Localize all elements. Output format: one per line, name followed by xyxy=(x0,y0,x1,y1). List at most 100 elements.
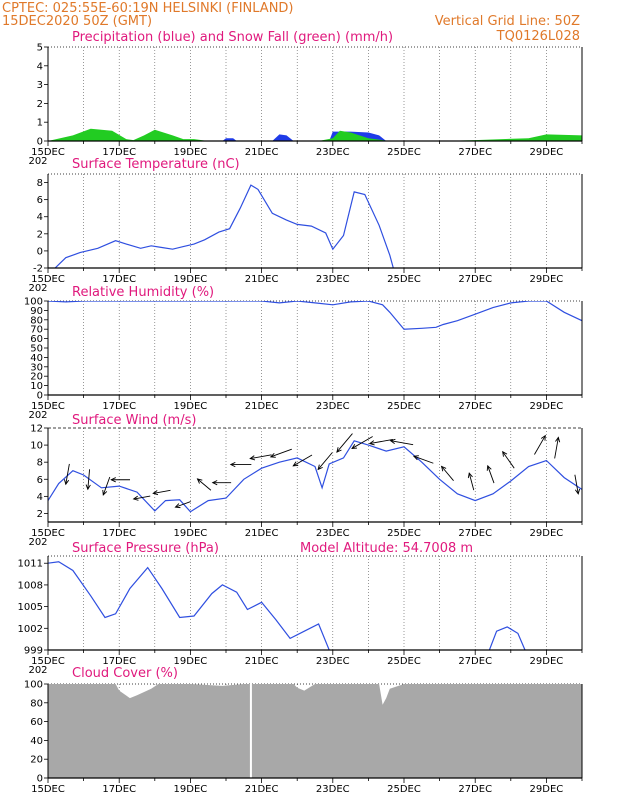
cloud-ytick-label: 0 xyxy=(37,774,43,785)
cloud-ytick-label: 100 xyxy=(24,680,43,691)
precip-ytick-label: 3 xyxy=(37,80,43,91)
temperature-ytick-label: 4 xyxy=(37,212,43,223)
wind-arrow-head xyxy=(555,436,561,443)
pressure-panel: 999 1002 1005 1008 1011 15DEC 17DEC 19DEC 21DEC 2… xyxy=(18,541,583,676)
humidity-ytick-label: 10 xyxy=(30,381,43,392)
cloud-xtick-label: 29DEC xyxy=(530,784,564,795)
cloud-ytick-label: 20 xyxy=(30,755,43,766)
wind-arrow-head xyxy=(132,495,139,501)
wind-arrow xyxy=(336,433,353,453)
temperature-xtick-label: 23DEC xyxy=(316,274,350,285)
humidity-ytick-label: 90 xyxy=(30,306,43,317)
wind-arrow xyxy=(502,451,515,469)
wind-arrow-head xyxy=(540,434,546,441)
wind-arrow xyxy=(175,501,191,508)
pressure-xtick-label: 23DEC xyxy=(316,656,350,667)
precip-xtick-label: 29DEC xyxy=(530,147,564,158)
pressure-xtick-year: 202 xyxy=(28,665,47,676)
wind-ytick-label: 8 xyxy=(37,458,43,469)
wind-arrow-head xyxy=(102,489,108,496)
wind-arrow-head xyxy=(211,480,218,486)
wind-arrow xyxy=(197,478,212,491)
cloud-panel: 0 20 40 60 80 100 15DEC 17DEC 19DEC 21DEC 23DEC 25D… xyxy=(24,666,583,795)
precip-panel: 0 1 2 3 4 5 15DEC 17DEC 19DEC 21DEC 23DEC 25DEC 27DE… xyxy=(28,30,583,167)
precip-ytick-label: 2 xyxy=(37,99,43,110)
temperature-xtick-label: 29DEC xyxy=(530,274,564,285)
precip-ytick-label: 1 xyxy=(37,118,43,129)
wind-xtick-label: 29DEC xyxy=(530,528,564,539)
wind-arrow-head xyxy=(229,461,236,468)
wind-arrow-head xyxy=(152,490,159,496)
temperature-series-0 xyxy=(54,184,394,268)
wind-panel: 2 4 6 8 10 12 15DEC 17DEC 19DEC 21DEC 23DEC 25DEC 27… xyxy=(28,413,583,548)
wind-arrow xyxy=(413,455,434,464)
wind-arrow xyxy=(390,440,414,446)
humidity-xtick-year: 202 xyxy=(28,410,47,421)
wind-ytick-label: 6 xyxy=(37,475,43,486)
humidity-plot xyxy=(48,301,582,330)
wind-xtick-label: 17DEC xyxy=(102,528,136,539)
precip-xtick-label: 21DEC xyxy=(245,147,279,158)
temperature-ytick-label: 6 xyxy=(37,195,43,206)
temperature-xtick-label: 17DEC xyxy=(102,274,136,285)
header-location: CPTEC: 025:55E-60:19N HELSINKI (FINLAND) xyxy=(2,1,294,16)
pressure-ytick-label: 1008 xyxy=(18,580,43,591)
wind-arrow xyxy=(153,489,171,494)
wind-xtick-label: 15DEC xyxy=(31,528,65,539)
wind-arrow-head xyxy=(440,465,447,472)
wind-arrow-head xyxy=(368,440,375,446)
humidity-ytick-label: 40 xyxy=(30,353,43,364)
temperature-xtick-label: 19DEC xyxy=(174,274,208,285)
pressure-series-0 xyxy=(48,561,330,650)
wind-arrow-head xyxy=(336,447,342,453)
pressure-xtick-label: 21DEC xyxy=(245,656,279,667)
wind-arrow-head xyxy=(174,503,181,509)
pressure-ytick-label: 1002 xyxy=(18,624,43,635)
humidity-xtick-label: 25DEC xyxy=(387,401,421,412)
pressure-series-1 xyxy=(488,626,526,650)
precip-xtick-label: 17DEC xyxy=(102,147,136,158)
wind-arrow xyxy=(87,469,91,490)
wind-arrow xyxy=(65,463,70,485)
temperature-xtick-label: 21DEC xyxy=(245,274,279,285)
temperature-xtick-year: 202 xyxy=(28,283,47,294)
humidity-ytick-label: 60 xyxy=(30,334,43,345)
wind-xtick-label: 21DEC xyxy=(245,528,279,539)
cloud-xtick-label: 23DEC xyxy=(316,784,350,795)
wind-arrow xyxy=(270,448,292,458)
wind-arrow-head xyxy=(502,450,508,457)
wind-ytick-label: 12 xyxy=(30,424,43,435)
humidity-ytick-label: 80 xyxy=(30,315,43,326)
precip-ytick-label: 4 xyxy=(37,61,43,72)
humidity-xtick-label: 29DEC xyxy=(530,401,564,412)
humidity-xtick-label: 23DEC xyxy=(316,401,350,412)
cloud-xtick-label: 27DEC xyxy=(458,784,492,795)
wind-arrow-head xyxy=(351,444,358,449)
humidity-title: Relative Humidity (%) xyxy=(72,285,214,300)
temperature-ytick-label: 2 xyxy=(37,229,43,240)
pressure-ytick-label: 999 xyxy=(24,646,43,657)
wind-arrow xyxy=(133,495,151,500)
precip-plot xyxy=(48,128,582,141)
precip-xtick-label: 15DEC xyxy=(31,147,65,158)
wind-arrow-head xyxy=(63,479,70,486)
wind-title: Surface Wind (m/s) xyxy=(72,413,196,428)
pressure-ytick-label: 1005 xyxy=(18,602,43,613)
header-date: 15DEC2020 50Z (GMT) xyxy=(2,14,152,29)
humidity-ytick-label: 30 xyxy=(30,362,43,373)
precip-xtick-label: 23DEC xyxy=(316,147,350,158)
precip-xtick-label: 25DEC xyxy=(387,147,421,158)
cloud-xtick-label: 19DEC xyxy=(174,784,208,795)
temperature-xtick-label: 15DEC xyxy=(31,274,65,285)
wind-arrow-head xyxy=(389,438,396,444)
wind-arrow-head xyxy=(196,478,203,484)
wind-series-0 xyxy=(48,440,582,513)
temperature-xtick-label: 27DEC xyxy=(458,274,492,285)
pressure-plot xyxy=(48,561,526,650)
wind-arrow-head xyxy=(85,484,91,491)
cloud-ytick-label: 80 xyxy=(30,698,43,709)
wind-plot xyxy=(48,433,582,513)
wind-arrow xyxy=(487,465,495,484)
